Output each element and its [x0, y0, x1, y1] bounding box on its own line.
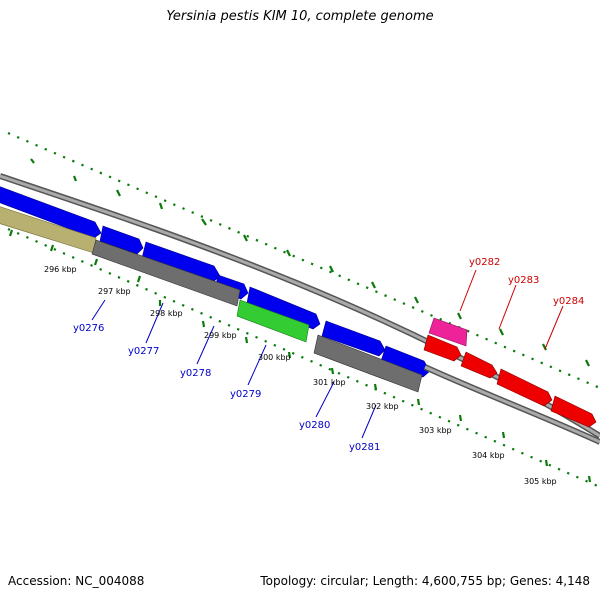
forward-gene-labels: y0276 y0277 y0278 y0279 y0280 y0281 [73, 323, 380, 453]
gene-feature[interactable] [99, 225, 144, 255]
scale-label: 304 kbp [472, 451, 505, 460]
scale-label: 303 kbp [419, 426, 452, 435]
scale-label: 299 kbp [204, 331, 237, 340]
gene-label[interactable]: y0279 [230, 389, 261, 400]
gene-feature[interactable] [0, 186, 102, 239]
gene-feature[interactable] [423, 334, 462, 362]
scale-label: 302 kbp [366, 402, 399, 411]
gene-feature[interactable] [91, 239, 241, 307]
gene-label[interactable]: y0282 [469, 257, 500, 268]
gene-label[interactable]: y0281 [349, 442, 380, 453]
gene-feature[interactable] [380, 345, 431, 378]
scale-labels: 296 kbp 297 kbp 298 kbp 299 kbp 300 kbp … [44, 265, 557, 486]
gene-feature[interactable] [460, 351, 498, 379]
gene-label[interactable]: y0280 [299, 420, 330, 431]
gene-feature[interactable] [313, 334, 423, 393]
scale-label: 298 kbp [150, 309, 183, 318]
scale-label: 296 kbp [44, 265, 77, 274]
lower-track-features [0, 206, 423, 393]
gene-label[interactable]: y0284 [553, 296, 584, 307]
accession-text: Accession: NC_004088 [8, 574, 145, 588]
major-ticks [8, 158, 592, 483]
genome-title: Yersinia pestis KIM 10, complete genome [166, 9, 434, 24]
inner-backbone [423, 364, 600, 445]
gene-label[interactable]: y0278 [180, 368, 211, 379]
gene-label[interactable]: y0276 [73, 323, 104, 334]
gene-feature[interactable] [321, 320, 386, 357]
forward-genes [0, 186, 431, 378]
reverse-leader-lines [459, 269, 564, 350]
reverse-genes [423, 317, 597, 428]
genome-summary-text: Topology: circular; Length: 4,600,755 bp… [260, 574, 590, 588]
gene-feature[interactable] [246, 286, 321, 330]
gene-feature[interactable] [550, 395, 597, 428]
gene-feature[interactable] [236, 299, 310, 343]
scale-label: 301 kbp [313, 378, 346, 387]
scale-label: 305 kbp [524, 477, 557, 486]
gene-feature[interactable] [428, 317, 468, 347]
reverse-gene-labels: y0282 y0283 y0284 [469, 257, 584, 307]
gene-label[interactable]: y0283 [508, 275, 539, 286]
gene-feature[interactable] [496, 368, 553, 407]
scale-label: 300 kbp [258, 353, 291, 362]
gene-label[interactable]: y0277 [128, 346, 159, 357]
genome-backbone [0, 173, 600, 439]
scale-label: 297 kbp [98, 287, 131, 296]
gene-feature[interactable] [141, 241, 221, 283]
forward-leader-lines [91, 299, 377, 439]
